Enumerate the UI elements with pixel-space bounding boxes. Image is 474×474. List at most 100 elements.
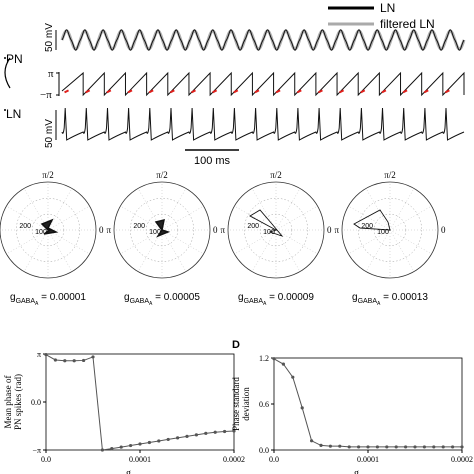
data-point: [138, 442, 142, 446]
polar-spoke: [348, 205, 391, 231]
y-tick-label: −π: [32, 446, 41, 455]
polar-label-top: π/2: [384, 170, 396, 180]
polar-spoke: [389, 229, 432, 255]
polar-grid-ring: [16, 198, 80, 262]
phase-std-chart: 1.2 0.6 0.00.0 0.0001 0.0002 Phase standardde…: [231, 354, 473, 474]
pn-dot: [4, 57, 6, 59]
data-point: [347, 445, 351, 449]
data-point: [291, 375, 295, 379]
plot-frame: [273, 357, 463, 451]
polar-spoke: [47, 229, 73, 272]
polar-spoke: [234, 229, 277, 255]
spike-marker: [254, 89, 260, 94]
polar-spoke: [348, 229, 391, 255]
data-point: [63, 359, 67, 363]
spike-marker: [360, 89, 366, 94]
spike-marker: [275, 89, 281, 94]
data-point: [119, 445, 123, 449]
y-tick-label: 0.6: [259, 400, 269, 409]
polar-label-left: π: [220, 225, 225, 235]
panel-d-label: D: [232, 339, 240, 351]
data-point: [91, 355, 95, 359]
data-point: [44, 353, 48, 357]
data-point: [100, 448, 104, 452]
data-point: [375, 445, 379, 449]
polar-radial-tick: 100: [35, 229, 47, 236]
polar-spoke: [161, 205, 204, 231]
polar-label-left: π: [334, 225, 339, 235]
legend: LN filtered LN: [328, 1, 435, 31]
data-point: [166, 437, 170, 442]
plot-frame: [45, 353, 235, 451]
data-point: [338, 444, 342, 448]
data-point: [394, 445, 398, 449]
polar-gaba-caption: gGABAA = 0.00001: [10, 292, 86, 307]
phase-sawtooth: [61, 71, 465, 97]
data-point: [422, 445, 426, 449]
polar-radial-tick: 200: [247, 223, 259, 230]
polar-spoke: [234, 205, 277, 231]
time-scale-label: 100 ms: [194, 155, 231, 167]
polar-spoke: [389, 229, 415, 272]
legend-filtered-label: filtered LN: [380, 17, 435, 31]
data-point: [441, 445, 445, 449]
x-tick-label: 0.0001: [129, 455, 151, 464]
phase-minus-pi-tick: −π: [40, 89, 52, 101]
data-point: [272, 357, 276, 361]
network-schematic: [4, 57, 11, 89]
polar-label-right: 0: [213, 225, 218, 235]
spike-marker: [148, 89, 154, 94]
ln-trace: [61, 29, 465, 51]
x-axis-label: gGABAA: [126, 468, 155, 474]
data-point: [194, 433, 198, 437]
polar-outer-ring: [0, 181, 97, 279]
data-point: [413, 445, 417, 449]
y-tick-label: 1.2: [259, 354, 269, 363]
voltage-scale-label-1: 50 mV: [44, 23, 55, 52]
polar-grid-ring: [130, 198, 194, 262]
data-point: [404, 445, 408, 449]
y-axis-label: Phase standarddeviation: [231, 377, 251, 431]
polar-radial-tick: 100: [263, 229, 275, 236]
polar-label-top: π/2: [156, 170, 168, 180]
x-tick-label: 0.0: [41, 455, 51, 464]
data-point: [110, 447, 114, 451]
polar-spoke: [120, 205, 163, 231]
spike-marker: [191, 89, 196, 94]
voltage-scale-label-2: 50 mV: [44, 119, 55, 148]
data-point: [451, 445, 455, 449]
spike-marker: [85, 89, 91, 94]
polar-spoke: [275, 229, 318, 255]
polar-label-right: 0: [327, 225, 332, 235]
polar-grid-ring: [358, 198, 422, 262]
polar-gaba-caption: gGABAA = 0.00005: [124, 292, 200, 307]
data-point: [310, 439, 314, 443]
polar-spoke: [275, 229, 301, 272]
data-point: [385, 445, 389, 449]
data-point: [204, 431, 208, 435]
spike-marker: [127, 89, 133, 94]
pn-spike-trace: [61, 107, 465, 141]
data-point: [223, 429, 227, 434]
data-point: [460, 445, 464, 449]
polar-spoke: [6, 205, 49, 231]
x-tick-label: 0.0001: [357, 455, 379, 464]
data-point: [357, 445, 361, 449]
polar-label-right: 0: [441, 225, 446, 235]
polar-spoke: [6, 229, 49, 255]
polar-spoke: [275, 188, 301, 231]
polar-plot-2: π/2 0 π 200 100 gGABAA = 0.00005: [106, 170, 218, 307]
data-point: [432, 445, 436, 449]
polar-outer-ring: [341, 181, 439, 279]
spike-marker: [402, 89, 408, 94]
data-point: [281, 362, 285, 366]
data-point: [72, 359, 76, 363]
ln-dot: [4, 109, 6, 111]
polar-radial-tick: 200: [361, 223, 373, 230]
polar-radial-tick: 100: [377, 229, 389, 236]
y-tick-label: 0.0: [259, 446, 269, 455]
polar-outer-ring: [227, 181, 325, 279]
phase-trajectory: [40, 218, 59, 235]
